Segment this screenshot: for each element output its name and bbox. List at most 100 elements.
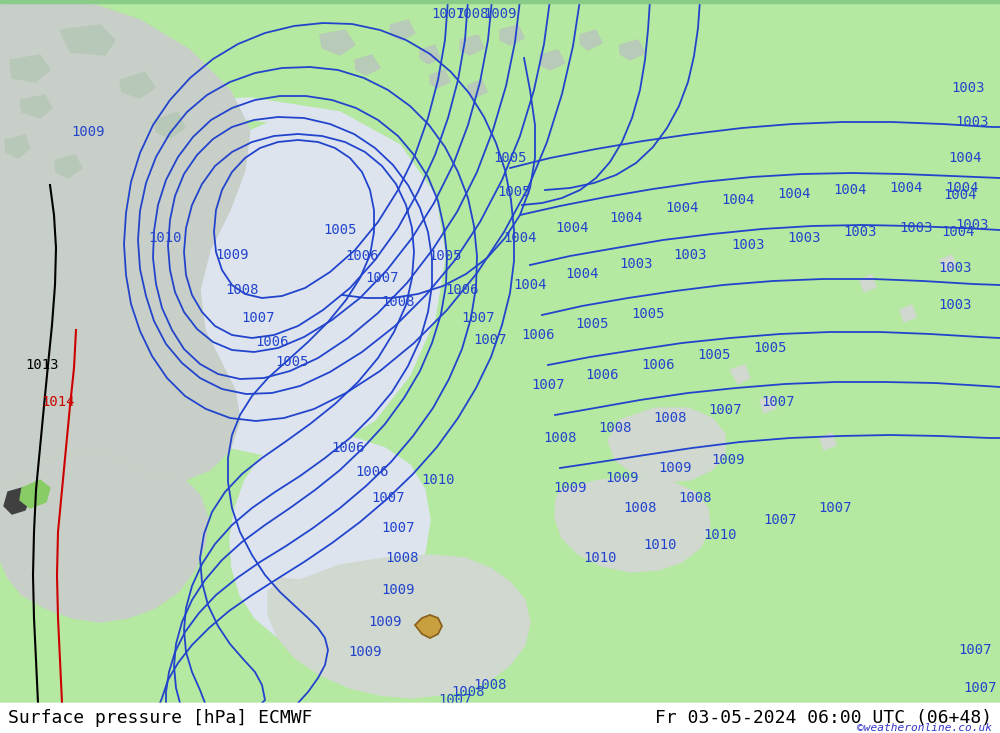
Text: 1005: 1005 [575,317,609,331]
Text: 1003: 1003 [955,218,989,232]
Polygon shape [420,45,440,64]
Polygon shape [860,275,876,292]
Text: 1003: 1003 [787,231,821,245]
Text: 1007: 1007 [763,513,797,527]
Text: 1006: 1006 [255,335,289,349]
Polygon shape [230,435,430,648]
Text: 1003: 1003 [899,221,933,235]
Text: 1010: 1010 [703,528,737,542]
Text: 1010: 1010 [643,538,677,552]
Text: 1007: 1007 [473,333,507,347]
Text: 1009: 1009 [658,461,692,475]
Text: 1004: 1004 [889,181,923,195]
Text: 1007: 1007 [761,395,795,409]
Text: 1009: 1009 [605,471,639,485]
Polygon shape [430,70,450,88]
Text: 1003: 1003 [619,257,653,271]
Text: 1004: 1004 [503,231,537,245]
Text: 1009: 1009 [553,481,587,495]
Text: 1008: 1008 [451,685,485,699]
Text: 1007: 1007 [531,378,565,392]
Text: 1005: 1005 [497,185,531,199]
Text: 1004: 1004 [941,225,975,239]
Text: 1009: 1009 [381,583,415,597]
Text: 1005: 1005 [631,307,665,321]
Text: 1007: 1007 [708,403,742,417]
Text: 1004: 1004 [943,188,977,202]
Polygon shape [320,30,355,55]
Polygon shape [60,25,115,55]
Text: 1007: 1007 [958,643,992,657]
Polygon shape [940,255,956,272]
Polygon shape [0,450,208,622]
Polygon shape [540,50,565,70]
Text: 1009: 1009 [71,125,105,139]
Text: 1005: 1005 [323,223,357,237]
Text: 1004: 1004 [777,187,811,201]
Polygon shape [55,155,82,178]
Polygon shape [120,72,155,98]
Text: 1006: 1006 [641,358,675,372]
Bar [0,703,1000,733]
Polygon shape [900,305,916,322]
Text: 1003: 1003 [843,225,877,239]
Text: 1006: 1006 [585,368,619,382]
Polygon shape [415,615,442,638]
Text: 1008: 1008 [381,295,415,309]
Text: 1008: 1008 [598,421,632,435]
Polygon shape [5,135,30,158]
Text: 1004: 1004 [565,267,599,281]
Text: 1006: 1006 [445,283,479,297]
Polygon shape [355,55,380,75]
Text: 1004: 1004 [945,181,979,195]
Polygon shape [820,433,836,450]
Polygon shape [555,478,710,572]
Text: 1007: 1007 [241,311,275,325]
Polygon shape [20,95,52,118]
Text: 1006: 1006 [345,249,379,263]
Text: 1003: 1003 [951,81,985,95]
Polygon shape [0,0,250,490]
Text: 1014: 1014 [41,395,75,409]
Text: 1008: 1008 [623,501,657,515]
Bar [0,0,1000,3]
Text: 1005: 1005 [428,249,462,263]
Polygon shape [500,25,524,45]
Polygon shape [460,35,484,55]
Text: 1005: 1005 [275,355,309,369]
Text: 1007: 1007 [963,681,997,695]
Text: 1003: 1003 [731,238,765,252]
Text: 1003: 1003 [938,298,972,312]
Polygon shape [10,55,50,82]
Text: 1008: 1008 [543,431,577,445]
Polygon shape [4,488,30,514]
Text: 1004: 1004 [555,221,589,235]
Text: 1004: 1004 [948,151,982,165]
Text: 1008: 1008 [653,411,687,425]
Text: 1003: 1003 [938,261,972,275]
Text: 1013: 1013 [25,358,59,372]
Polygon shape [468,80,487,98]
Polygon shape [580,30,602,50]
Text: 1003: 1003 [673,248,707,262]
Text: 1005: 1005 [697,348,731,362]
Text: 1004: 1004 [513,278,547,292]
Text: 1010: 1010 [148,231,182,245]
Bar [0,703,1000,733]
Text: 1007: 1007 [365,271,399,285]
Text: 1007: 1007 [371,491,405,505]
Text: 1003: 1003 [955,115,989,129]
Text: 1010: 1010 [421,473,455,487]
Polygon shape [268,555,530,698]
Text: 1008: 1008 [678,491,712,505]
Text: 1004: 1004 [609,211,643,225]
Text: 1009: 1009 [483,7,517,21]
Polygon shape [608,408,725,482]
Text: 1007: 1007 [431,7,465,21]
Text: 1006: 1006 [331,441,365,455]
Polygon shape [730,365,750,384]
Text: 1004: 1004 [833,183,867,197]
Text: 1006: 1006 [521,328,555,342]
Text: 1009: 1009 [711,453,745,467]
Text: 1007: 1007 [818,501,852,515]
